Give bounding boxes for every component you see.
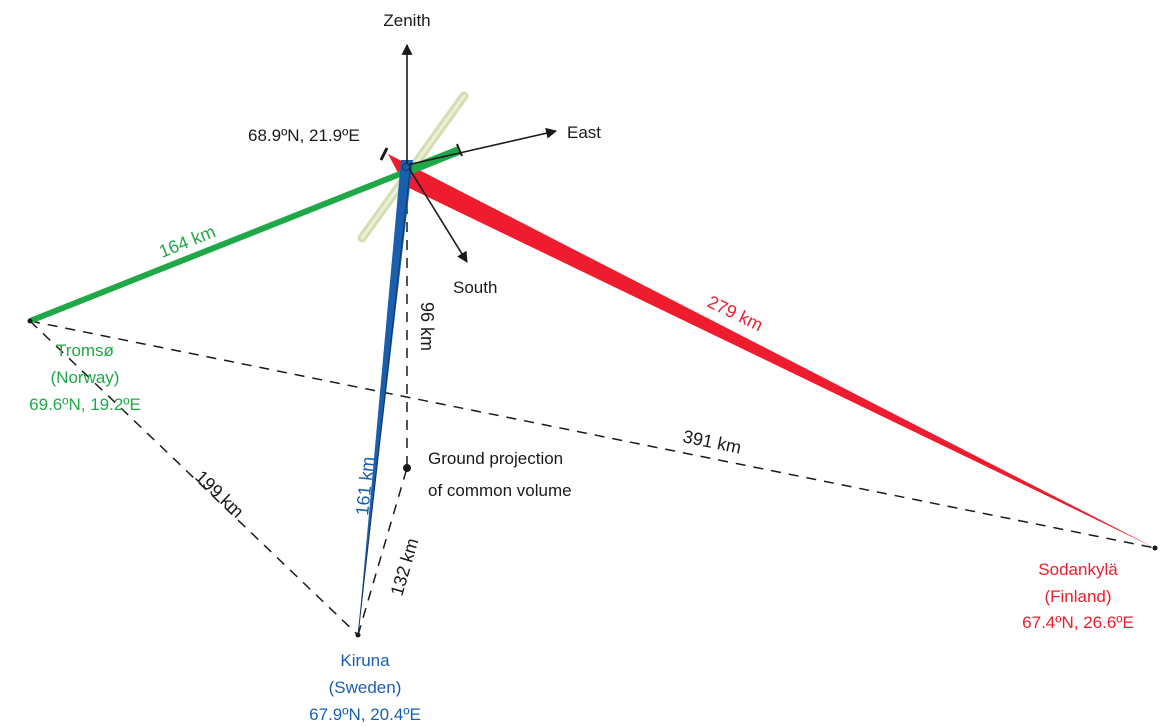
tromso-beam-extension — [403, 145, 462, 177]
common-volume-coords: 68.9ºN, 21.9ºE — [248, 126, 360, 145]
south-arrow — [406, 164, 468, 263]
tromso-sodankyla-baseline — [29, 320, 1156, 549]
sodankyla-coords: 67.4ºN, 26.6ºE — [1022, 613, 1134, 632]
tromso-sodankyla-distance: 391 km — [681, 426, 743, 457]
kiruna-country: (Sweden) — [329, 678, 402, 697]
south-label: South — [453, 278, 497, 297]
ground-projection-label-line2: of common volume — [428, 481, 572, 500]
sodankyla-beam-endcap — [379, 147, 389, 161]
tromso-site-marker — [27, 318, 33, 324]
sodankyla-site-marker — [1152, 545, 1158, 551]
zenith-label: Zenith — [383, 11, 430, 30]
kiruna-site-marker — [355, 632, 361, 638]
kiruna-beam-edge — [357, 161, 412, 636]
tromso-beam — [28, 169, 407, 324]
kiruna-name: Kiruna — [340, 651, 390, 670]
altitude-distance: 96 km — [417, 302, 437, 351]
sodankyla-country: (Finland) — [1044, 587, 1111, 606]
kiruna-ground-projection-line — [357, 467, 408, 636]
ground-projection-dot — [403, 464, 411, 472]
sodankyla-name: Sodankylä — [1038, 560, 1118, 579]
kiruna-ground-distance: 132 km — [387, 536, 423, 598]
kiruna-target-distance: 161 km — [352, 456, 378, 517]
tromso-kiruna-baseline — [29, 320, 359, 636]
common-volume-dot — [402, 163, 410, 171]
tromso-beam-endcap — [456, 143, 463, 157]
kiruna-coords: 67.9ºN, 20.4ºE — [309, 705, 421, 724]
tromso-coords: 69.6ºN, 19.2ºE — [29, 395, 141, 414]
ground-projection-label-line1: Ground projection — [428, 449, 563, 468]
east-label: East — [567, 123, 601, 142]
east-arrow — [406, 127, 558, 166]
tromso-country: (Norway) — [51, 368, 120, 387]
tromso-kiruna-distance: 199 km — [191, 466, 247, 521]
sodankyla-beam — [388, 154, 1155, 548]
tromso-name: Tromsø — [56, 341, 114, 360]
